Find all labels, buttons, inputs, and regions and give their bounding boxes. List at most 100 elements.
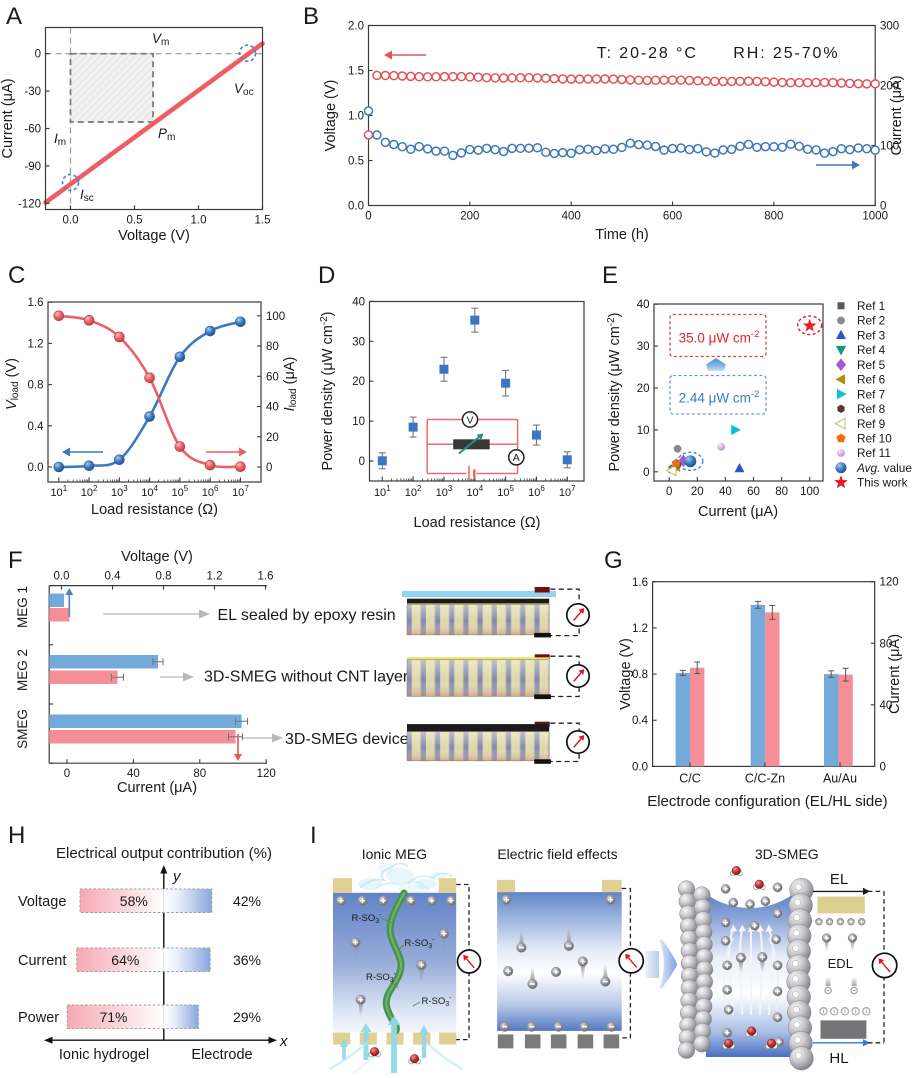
- svg-text:101: 101: [50, 484, 67, 499]
- svg-text:R-SO3-: R-SO3-: [422, 995, 453, 1008]
- svg-text:-90: -90: [24, 161, 41, 173]
- svg-text:120: 120: [257, 768, 276, 780]
- svg-text:Im: Im: [54, 131, 66, 148]
- svg-text:A: A: [513, 452, 520, 464]
- svg-text:EL: EL: [830, 871, 848, 888]
- svg-text:0: 0: [359, 456, 365, 468]
- svg-text:Ionic MEG: Ionic MEG: [362, 846, 427, 862]
- svg-text:H: H: [8, 822, 25, 849]
- svg-text:107: 107: [232, 484, 249, 499]
- svg-text:F: F: [8, 547, 23, 574]
- svg-text:Ionic hydrogel: Ionic hydrogel: [59, 1047, 149, 1063]
- svg-text:Iload (μA): Iload (μA): [282, 357, 299, 412]
- svg-text:20: 20: [352, 376, 365, 388]
- svg-text:V: V: [466, 414, 473, 426]
- svg-text:HL: HL: [829, 1050, 848, 1067]
- svg-text:R-SO3-: R-SO3-: [352, 912, 383, 925]
- svg-text:I: I: [310, 822, 317, 849]
- svg-text:200: 200: [880, 81, 899, 93]
- svg-text:30: 30: [637, 341, 650, 353]
- svg-text:MEG 2: MEG 2: [15, 649, 30, 691]
- svg-text:0.8: 0.8: [28, 380, 44, 392]
- svg-text:1.0: 1.0: [348, 111, 364, 123]
- svg-text:Ref 4: Ref 4: [857, 343, 886, 357]
- svg-text:1.5: 1.5: [348, 66, 364, 78]
- svg-text:35.0 μW cm-2: 35.0 μW cm-2: [679, 329, 760, 346]
- svg-text:Power density (μW cm-2): Power density (μW cm-2): [319, 311, 336, 470]
- svg-text:40: 40: [352, 296, 365, 308]
- svg-text:Voltage: Voltage: [18, 894, 66, 910]
- svg-text:71%: 71%: [99, 1009, 127, 1025]
- svg-text:400: 400: [562, 211, 581, 223]
- svg-text:1.2: 1.2: [207, 571, 223, 583]
- svg-text:101: 101: [374, 484, 391, 499]
- svg-text:0: 0: [365, 211, 371, 223]
- svg-text:SMEG: SMEG: [15, 709, 30, 749]
- svg-text:300: 300: [880, 21, 899, 33]
- svg-text:1.2: 1.2: [28, 338, 44, 350]
- svg-text:A: A: [6, 3, 22, 30]
- svg-text:-60: -60: [24, 124, 41, 136]
- svg-text:0.8: 0.8: [156, 571, 172, 583]
- svg-text:106: 106: [202, 484, 219, 499]
- svg-text:Current (μA): Current (μA): [887, 634, 903, 714]
- svg-text:Power density (μW cm-2): Power density (μW cm-2): [606, 312, 623, 471]
- svg-text:10: 10: [352, 416, 365, 428]
- svg-text:40: 40: [266, 402, 279, 414]
- svg-text:107: 107: [559, 484, 576, 499]
- svg-text:T: 20-28 °C: T: 20-28 °C: [597, 45, 698, 62]
- svg-text:Ref 1: Ref 1: [857, 299, 885, 313]
- svg-text:58%: 58%: [120, 893, 148, 909]
- svg-text:x: x: [279, 1033, 288, 1050]
- svg-text:Current (μA): Current (μA): [117, 780, 197, 796]
- svg-text:Time (h): Time (h): [595, 227, 648, 243]
- svg-text:Ref 10: Ref 10: [857, 431, 892, 445]
- svg-text:1.0: 1.0: [191, 215, 207, 227]
- svg-text:1.6: 1.6: [258, 571, 274, 583]
- svg-text:Ref 2: Ref 2: [857, 314, 885, 328]
- svg-text:Load resistance (Ω): Load resistance (Ω): [414, 515, 541, 531]
- svg-text:Power: Power: [18, 1010, 59, 1026]
- svg-text:20: 20: [637, 383, 650, 395]
- svg-text:Current (μA): Current (μA): [698, 504, 778, 520]
- svg-text:0.4: 0.4: [28, 421, 45, 433]
- svg-text:Vload (V): Vload (V): [4, 358, 21, 410]
- svg-text:0: 0: [35, 49, 41, 61]
- svg-text:29%: 29%: [233, 1009, 261, 1025]
- svg-text:0.0: 0.0: [54, 571, 70, 583]
- svg-text:Au/Au: Au/Au: [823, 771, 857, 785]
- svg-text:Ref 9: Ref 9: [857, 417, 885, 431]
- svg-text:600: 600: [663, 211, 682, 223]
- svg-text:0: 0: [64, 768, 70, 780]
- svg-text:EDL: EDL: [828, 956, 853, 971]
- svg-text:Ref 11: Ref 11: [857, 446, 891, 460]
- svg-text:Current (μA): Current (μA): [0, 78, 16, 158]
- svg-text:102: 102: [81, 484, 98, 499]
- svg-text:D: D: [318, 262, 335, 289]
- svg-text:Avg. value: Avg. value: [856, 461, 912, 475]
- svg-text:40: 40: [637, 299, 650, 311]
- svg-text:0.4: 0.4: [632, 715, 649, 727]
- svg-text:Vm: Vm: [152, 31, 169, 48]
- svg-text:20: 20: [266, 432, 279, 444]
- svg-text:20: 20: [691, 486, 704, 498]
- svg-text:200: 200: [460, 211, 479, 223]
- svg-text:0.0: 0.0: [632, 761, 648, 773]
- svg-text:Current (μA): Current (μA): [889, 75, 905, 155]
- svg-text:R-SO3-: R-SO3-: [405, 937, 436, 950]
- svg-text:0.0: 0.0: [348, 201, 364, 213]
- svg-text:R-SO3-: R-SO3-: [366, 971, 397, 984]
- svg-text:104: 104: [466, 484, 483, 499]
- svg-text:102: 102: [405, 484, 422, 499]
- svg-text:36%: 36%: [233, 952, 261, 968]
- svg-text:103: 103: [436, 484, 453, 499]
- svg-text:This work: This work: [857, 476, 908, 490]
- svg-text:Voltage (V): Voltage (V): [323, 80, 339, 152]
- svg-text:Voltage (V): Voltage (V): [121, 549, 193, 565]
- svg-text:y: y: [172, 868, 182, 885]
- svg-text:Voc: Voc: [234, 81, 254, 98]
- svg-text:2.44 μW cm-2: 2.44 μW cm-2: [679, 389, 760, 406]
- svg-text:80: 80: [775, 486, 788, 498]
- svg-text:0: 0: [880, 761, 886, 773]
- svg-text:1.5: 1.5: [255, 215, 271, 227]
